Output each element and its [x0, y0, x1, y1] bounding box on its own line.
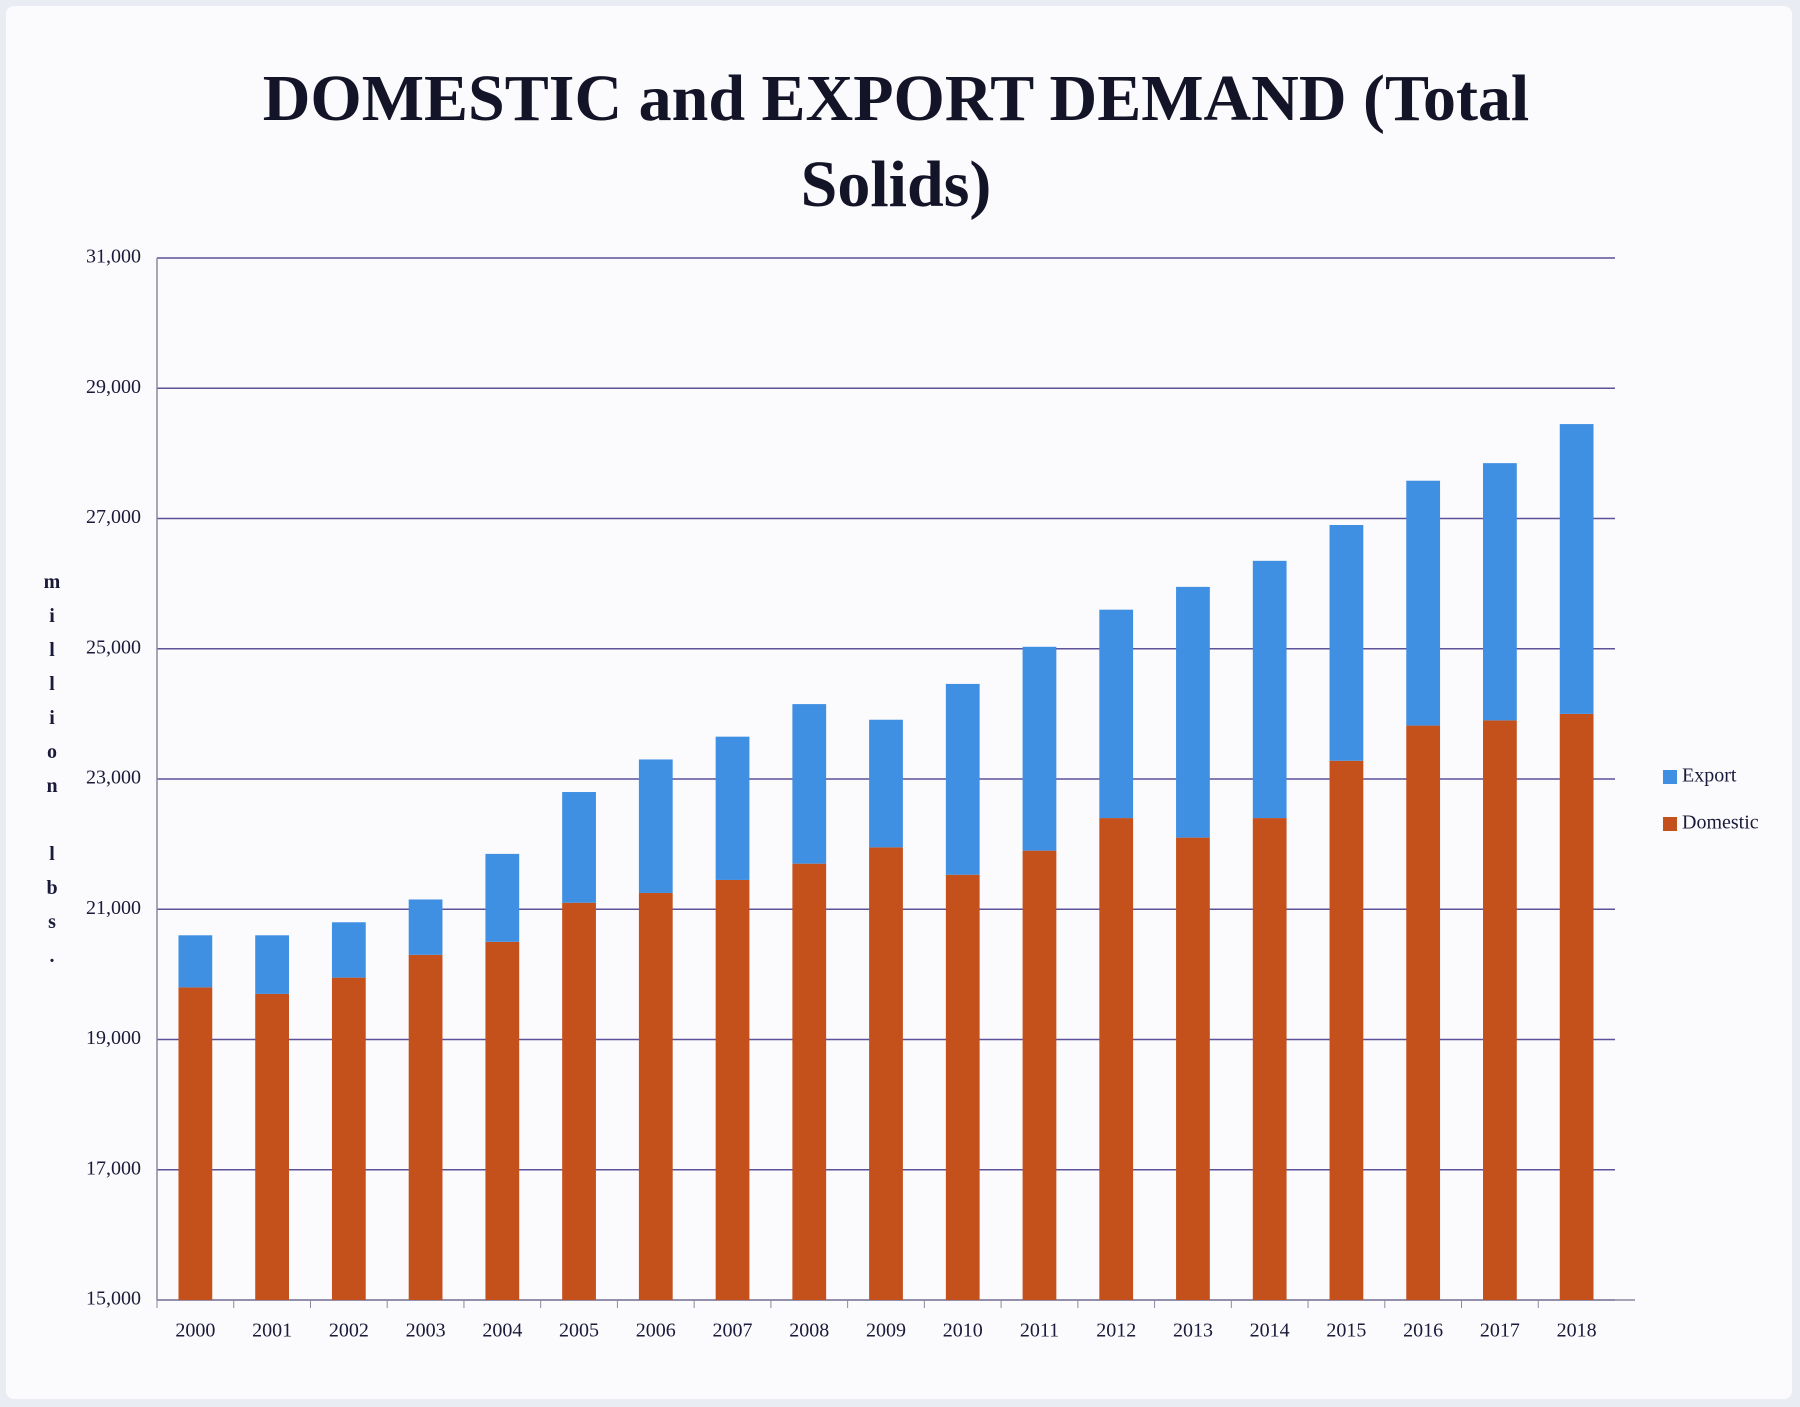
bar-segment	[1483, 463, 1517, 721]
bar-segment	[485, 941, 520, 1300]
x-tick-label: 2011	[1020, 1320, 1059, 1342]
y-tick-label: 25,000	[86, 636, 141, 658]
bar-segment	[1406, 480, 1441, 726]
bar-segment	[331, 977, 366, 1300]
y-tick-label: 15,000	[86, 1288, 141, 1310]
bar-segment	[1099, 609, 1134, 819]
x-tick-label: 2003	[406, 1320, 446, 1342]
bar-segment	[562, 792, 596, 903]
x-tick-label: 2004	[482, 1320, 522, 1342]
bar-segment	[1022, 646, 1057, 851]
y-tick-label: 17,000	[86, 1157, 141, 1179]
y-tick-label: 19,000	[86, 1027, 141, 1049]
bar-segment	[1559, 713, 1594, 1300]
y-axis-label: million lbs.	[41, 571, 63, 979]
x-tick-label: 2002	[329, 1320, 369, 1342]
bar-segment	[1176, 837, 1210, 1300]
bar-segment	[1329, 760, 1364, 1300]
bar-segment	[1022, 850, 1057, 1300]
bar-segment	[1559, 424, 1594, 714]
bar-segment	[715, 736, 750, 880]
x-tick-label: 2014	[1250, 1320, 1290, 1342]
bar-segment	[945, 874, 980, 1300]
legend-swatch	[1663, 770, 1677, 784]
x-tick-label: 2018	[1557, 1320, 1597, 1342]
bar-segment	[331, 922, 366, 978]
bar-segment	[1176, 586, 1210, 838]
bar-segment	[1483, 720, 1517, 1300]
y-tick-label: 21,000	[86, 897, 141, 919]
x-tick-label: 2005	[559, 1320, 599, 1342]
x-tick-label: 2007	[713, 1320, 753, 1342]
bar-segment	[408, 954, 443, 1300]
x-tick-label: 2012	[1096, 1320, 1136, 1342]
bar-segment	[178, 935, 213, 988]
bar-segment	[869, 719, 903, 848]
x-tick-label: 2013	[1173, 1320, 1213, 1342]
bar-segment	[1099, 818, 1134, 1300]
bar-segment	[408, 899, 443, 955]
bar-segment	[1406, 725, 1441, 1300]
y-tick-label: 29,000	[86, 376, 141, 398]
x-tick-label: 2008	[789, 1320, 829, 1342]
x-tick-label: 2009	[866, 1320, 906, 1342]
legend-label: Export	[1682, 765, 1737, 787]
bar-segment	[792, 863, 827, 1300]
x-tick-label: 2015	[1326, 1320, 1366, 1342]
bar-segment	[715, 879, 750, 1300]
y-tick-label: 27,000	[86, 506, 141, 528]
y-tick-label: 31,000	[86, 246, 141, 268]
bar-segment	[1252, 818, 1287, 1300]
x-tick-label: 2010	[943, 1320, 983, 1342]
x-tick-label: 2017	[1480, 1320, 1520, 1342]
bar-segment	[485, 853, 520, 942]
x-tick-label: 2016	[1403, 1320, 1443, 1342]
bar-segment	[792, 704, 827, 864]
bar-segment	[1252, 560, 1287, 819]
y-tick-label: 23,000	[86, 767, 141, 789]
bar-segment	[945, 683, 980, 875]
bar-segment	[1329, 525, 1364, 761]
bar-segment	[638, 759, 673, 893]
x-tick-label: 2000	[175, 1320, 215, 1342]
bar-segment	[638, 892, 673, 1300]
bar-segment	[869, 847, 903, 1300]
bar-segment	[178, 987, 213, 1300]
bar-segment	[255, 993, 289, 1300]
bar-segment	[255, 935, 289, 994]
chart-title: DOMESTIC and EXPORT DEMAND (Total Solids…	[262, 62, 1530, 221]
bar-segment	[562, 902, 596, 1300]
legend-label: Domestic	[1682, 812, 1759, 834]
x-tick-label: 2006	[636, 1320, 676, 1342]
legend-swatch	[1663, 817, 1677, 831]
x-tick-label: 2001	[252, 1320, 292, 1342]
